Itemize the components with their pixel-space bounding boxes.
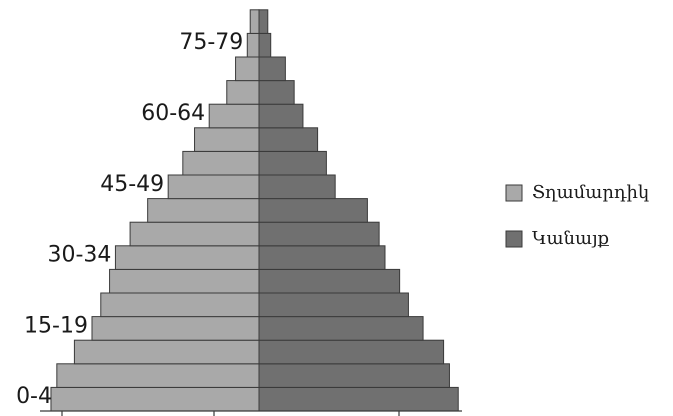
bar-male-75-79 <box>246 32 260 58</box>
bar-male-60-64 <box>208 103 260 129</box>
legend-label-female: Կանայք <box>532 228 610 249</box>
bar-male-35-39 <box>129 221 260 247</box>
bar-female-30-34 <box>258 245 386 270</box>
bar-female-75-79 <box>258 32 272 58</box>
y-tick-labels: 0-4 15-19 30-34 45-49 60-64 75-79 <box>16 30 243 409</box>
bar-male-25-29 <box>109 268 260 294</box>
bars-group <box>50 9 459 412</box>
bar-male-0-4 <box>50 386 260 412</box>
bar-male-65-69 <box>226 80 260 105</box>
legend: Տղամարդիկ Կանայք <box>505 182 649 249</box>
bar-female-70-74 <box>258 56 286 82</box>
bar-female-65-69 <box>258 80 295 105</box>
bar-male-40-44 <box>147 198 260 223</box>
bar-female-45-49 <box>258 174 336 200</box>
bar-female-25-29 <box>258 268 401 294</box>
legend-swatch-female <box>505 230 523 248</box>
bar-female-60-64 <box>258 103 304 129</box>
bar-female-20-24 <box>258 292 409 318</box>
y-tick-label: 15-19 <box>24 313 88 338</box>
bar-female-15-19 <box>258 316 424 341</box>
bar-female-40-44 <box>258 198 368 223</box>
bar-female-10-14 <box>258 339 445 365</box>
y-tick-label: 45-49 <box>100 172 164 197</box>
legend-label-male: Տղամարդիկ <box>532 182 649 203</box>
bar-male-55-59 <box>194 127 260 152</box>
y-tick-label: 75-79 <box>179 30 243 55</box>
bar-male-80+ <box>249 9 260 34</box>
bar-male-70-74 <box>235 56 260 82</box>
bar-male-15-19 <box>91 316 260 341</box>
bar-male-20-24 <box>100 292 260 318</box>
bar-male-45-49 <box>167 174 260 200</box>
y-tick-label: 0-4 <box>16 384 52 409</box>
y-tick-label: 60-64 <box>141 101 205 126</box>
legend-swatch-male <box>505 184 523 202</box>
bar-female-55-59 <box>258 127 319 152</box>
bar-male-5-9 <box>56 363 260 388</box>
bar-female-0-4 <box>258 386 459 412</box>
bar-male-10-14 <box>73 339 260 365</box>
bar-female-80+ <box>258 9 269 34</box>
bar-male-30-34 <box>114 245 260 270</box>
bar-female-35-39 <box>258 221 380 247</box>
bar-female-5-9 <box>258 363 450 388</box>
y-tick-label: 30-34 <box>47 243 111 268</box>
bar-female-50-54 <box>258 150 327 176</box>
bar-male-50-54 <box>182 150 260 176</box>
x-axis <box>40 410 462 416</box>
